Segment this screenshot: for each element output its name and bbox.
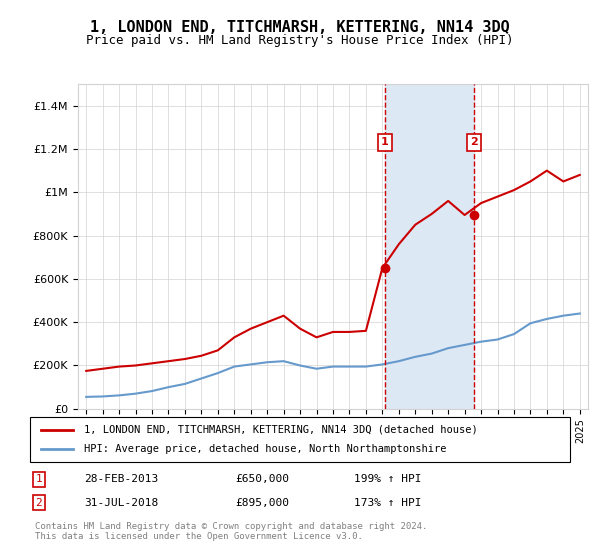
Text: Price paid vs. HM Land Registry's House Price Index (HPI): Price paid vs. HM Land Registry's House … (86, 34, 514, 46)
Text: 1, LONDON END, TITCHMARSH, KETTERING, NN14 3DQ: 1, LONDON END, TITCHMARSH, KETTERING, NN… (90, 20, 510, 35)
Text: HPI: Average price, detached house, North Northamptonshire: HPI: Average price, detached house, Nort… (84, 445, 446, 455)
Text: £650,000: £650,000 (235, 474, 289, 484)
Text: 28-FEB-2013: 28-FEB-2013 (84, 474, 158, 484)
Bar (385, 84, 474, 409)
Text: 2: 2 (35, 498, 42, 508)
Text: 31-JUL-2018: 31-JUL-2018 (84, 498, 158, 508)
Text: 173% ↑ HPI: 173% ↑ HPI (354, 498, 421, 508)
Text: £895,000: £895,000 (235, 498, 289, 508)
Text: 1, LONDON END, TITCHMARSH, KETTERING, NN14 3DQ (detached house): 1, LONDON END, TITCHMARSH, KETTERING, NN… (84, 424, 478, 435)
FancyBboxPatch shape (30, 417, 570, 462)
Text: 199% ↑ HPI: 199% ↑ HPI (354, 474, 421, 484)
Text: Contains HM Land Registry data © Crown copyright and database right 2024.
This d: Contains HM Land Registry data © Crown c… (35, 522, 428, 542)
Text: 2: 2 (470, 137, 478, 147)
Text: 1: 1 (381, 137, 389, 147)
Text: 1: 1 (35, 474, 42, 484)
